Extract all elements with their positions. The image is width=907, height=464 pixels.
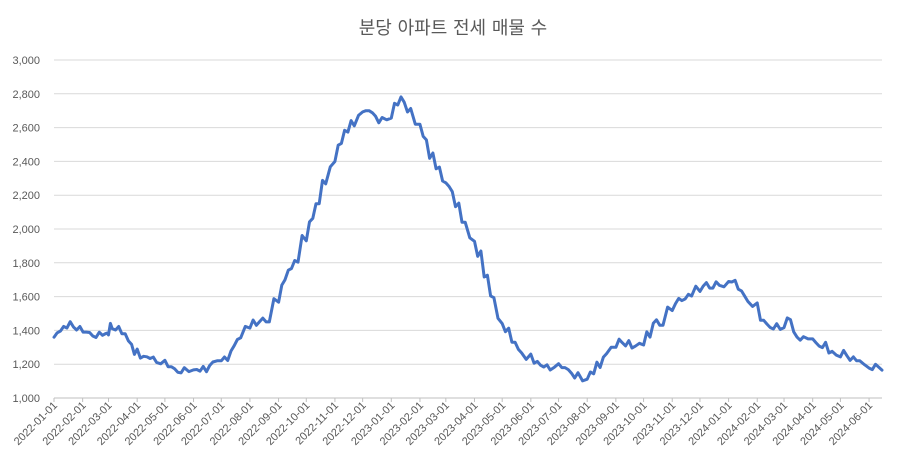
- series-line: [52, 95, 884, 383]
- y-tick-label: 1,000: [12, 393, 40, 405]
- y-tick-label: 3,000: [12, 55, 40, 67]
- y-tick-label: 1,400: [12, 325, 40, 337]
- y-tick-label: 2,600: [12, 123, 40, 135]
- y-tick-label: 2,800: [12, 89, 40, 101]
- chart-title: 분당 아파트 전세 매물 수: [359, 18, 548, 39]
- y-tick-label: 2,200: [12, 190, 40, 202]
- gridlines: [54, 59, 882, 365]
- x-axis-ticks: 2022-01-012022-02-012022-03-012022-04-01…: [12, 398, 875, 448]
- y-tick-label: 1,200: [12, 359, 40, 371]
- y-tick-label: 1,600: [12, 292, 40, 304]
- y-axis-ticks: 1,000 1,200 1,400 1,600 1,800 2,000 2,200 2,400…: [12, 55, 40, 405]
- y-tick-label: 2,400: [12, 156, 40, 168]
- y-tick-label: 2,000: [12, 224, 40, 236]
- y-tick-label: 1,800: [12, 258, 40, 270]
- series-group: [52, 95, 884, 383]
